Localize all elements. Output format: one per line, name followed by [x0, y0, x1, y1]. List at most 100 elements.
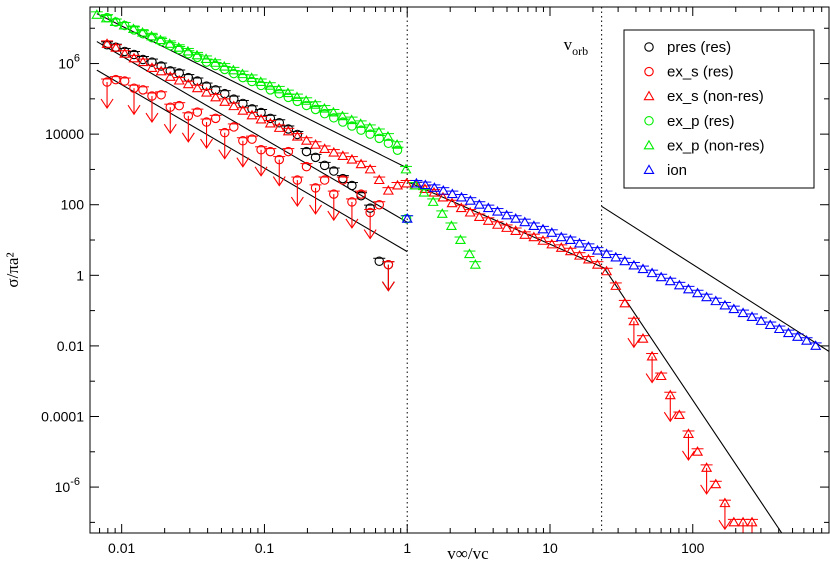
data-point: [591, 244, 603, 255]
data-point: [129, 49, 139, 60]
data-point: [274, 118, 285, 128]
data-point: [191, 49, 203, 60]
data-point: [446, 188, 458, 199]
series-ex-s-non-res: [101, 38, 759, 533]
upper-limit-arrowhead: [381, 281, 395, 292]
data-point: [229, 122, 239, 132]
power-law-fit-line: [603, 267, 783, 533]
data-point: [147, 91, 157, 101]
data-point: [764, 319, 776, 330]
data-point: [110, 42, 122, 52]
data-point: [291, 91, 303, 102]
data-point: [564, 234, 576, 245]
data-point: [455, 202, 467, 213]
data-point: [637, 332, 649, 343]
data-point: [691, 287, 704, 298]
data-point: [410, 177, 422, 188]
data-point: [773, 323, 785, 334]
data-point: [119, 76, 130, 86]
legend-entry-label: ex_p (non-res): [667, 137, 765, 154]
data-point: [201, 117, 212, 127]
data-point: [401, 213, 413, 223]
data-point: [238, 135, 248, 146]
data-point: [655, 271, 667, 282]
legend-marker: [643, 164, 655, 174]
data-point: [528, 220, 540, 230]
upper-limit-arrowhead: [327, 210, 341, 222]
legend-marker: [644, 116, 654, 126]
data-point: [164, 38, 176, 48]
data-point: [247, 134, 257, 144]
data-point: [664, 275, 676, 286]
data-point: [201, 81, 212, 91]
data-point: [737, 516, 749, 527]
data-point: [728, 303, 740, 314]
data-point: [519, 216, 531, 227]
data-series: [90, 9, 822, 533]
data-point: [183, 111, 194, 121]
data-point: [173, 42, 185, 52]
data-point: [437, 191, 449, 202]
data-point: [119, 47, 131, 58]
data-point: [469, 258, 481, 269]
y-tick-label: 100: [61, 197, 85, 213]
data-point: [346, 114, 358, 125]
data-point: [165, 102, 176, 112]
data-point: [246, 72, 258, 82]
data-point: [501, 222, 513, 232]
data-point: [792, 331, 804, 341]
data-point: [373, 126, 385, 136]
vertical-reference-lines: [406, 7, 603, 533]
upper-limit-arrowhead: [163, 123, 177, 135]
data-point: [501, 209, 513, 220]
data-point: [310, 139, 322, 149]
power-law-fit-line: [601, 205, 829, 352]
data-point: [154, 34, 167, 45]
data-point: [555, 231, 567, 242]
data-point: [219, 127, 230, 138]
data-point: [274, 88, 285, 99]
y-axis-title: σ/πa²: [3, 252, 22, 287]
data-point: [237, 105, 249, 115]
data-point: [265, 85, 276, 95]
legend-marker: [644, 42, 654, 52]
data-point: [319, 160, 330, 171]
upper-limit-arrowhead: [627, 337, 641, 349]
data-point: [282, 125, 294, 136]
data-point: [537, 235, 549, 245]
data-point: [91, 9, 103, 19]
data-point: [329, 113, 339, 123]
data-point: [347, 197, 357, 207]
data-point: [338, 117, 348, 127]
data-point: [155, 65, 167, 76]
data-point: [491, 219, 504, 229]
data-point: [355, 158, 367, 169]
x-tick-label: 0.01: [108, 540, 135, 556]
data-point: [564, 245, 576, 256]
data-point: [646, 267, 658, 278]
data-point: [455, 191, 468, 202]
data-point: [646, 350, 658, 361]
data-point: [591, 258, 603, 269]
data-point: [528, 231, 540, 242]
data-point: [346, 153, 358, 164]
data-point: [336, 110, 349, 121]
data-point: [573, 237, 586, 248]
data-point: [719, 299, 731, 310]
y-tick-label: 0.0001: [41, 408, 84, 424]
data-point: [454, 234, 467, 245]
data-point: [356, 125, 366, 135]
upper-limit-arrowhead: [218, 149, 232, 160]
data-point: [437, 184, 449, 195]
data-point: [546, 238, 558, 249]
data-point: [464, 206, 476, 217]
data-point: [746, 311, 758, 321]
data-point: [146, 62, 158, 72]
data-point: [746, 516, 758, 527]
upper-limit-arrowhead: [236, 157, 250, 168]
data-point: [546, 227, 558, 237]
legend: pres (res) ex_s (res) ex_s (non-res) ex_p (…: [623, 29, 815, 189]
data-point: [337, 150, 349, 161]
data-point: [428, 182, 440, 192]
